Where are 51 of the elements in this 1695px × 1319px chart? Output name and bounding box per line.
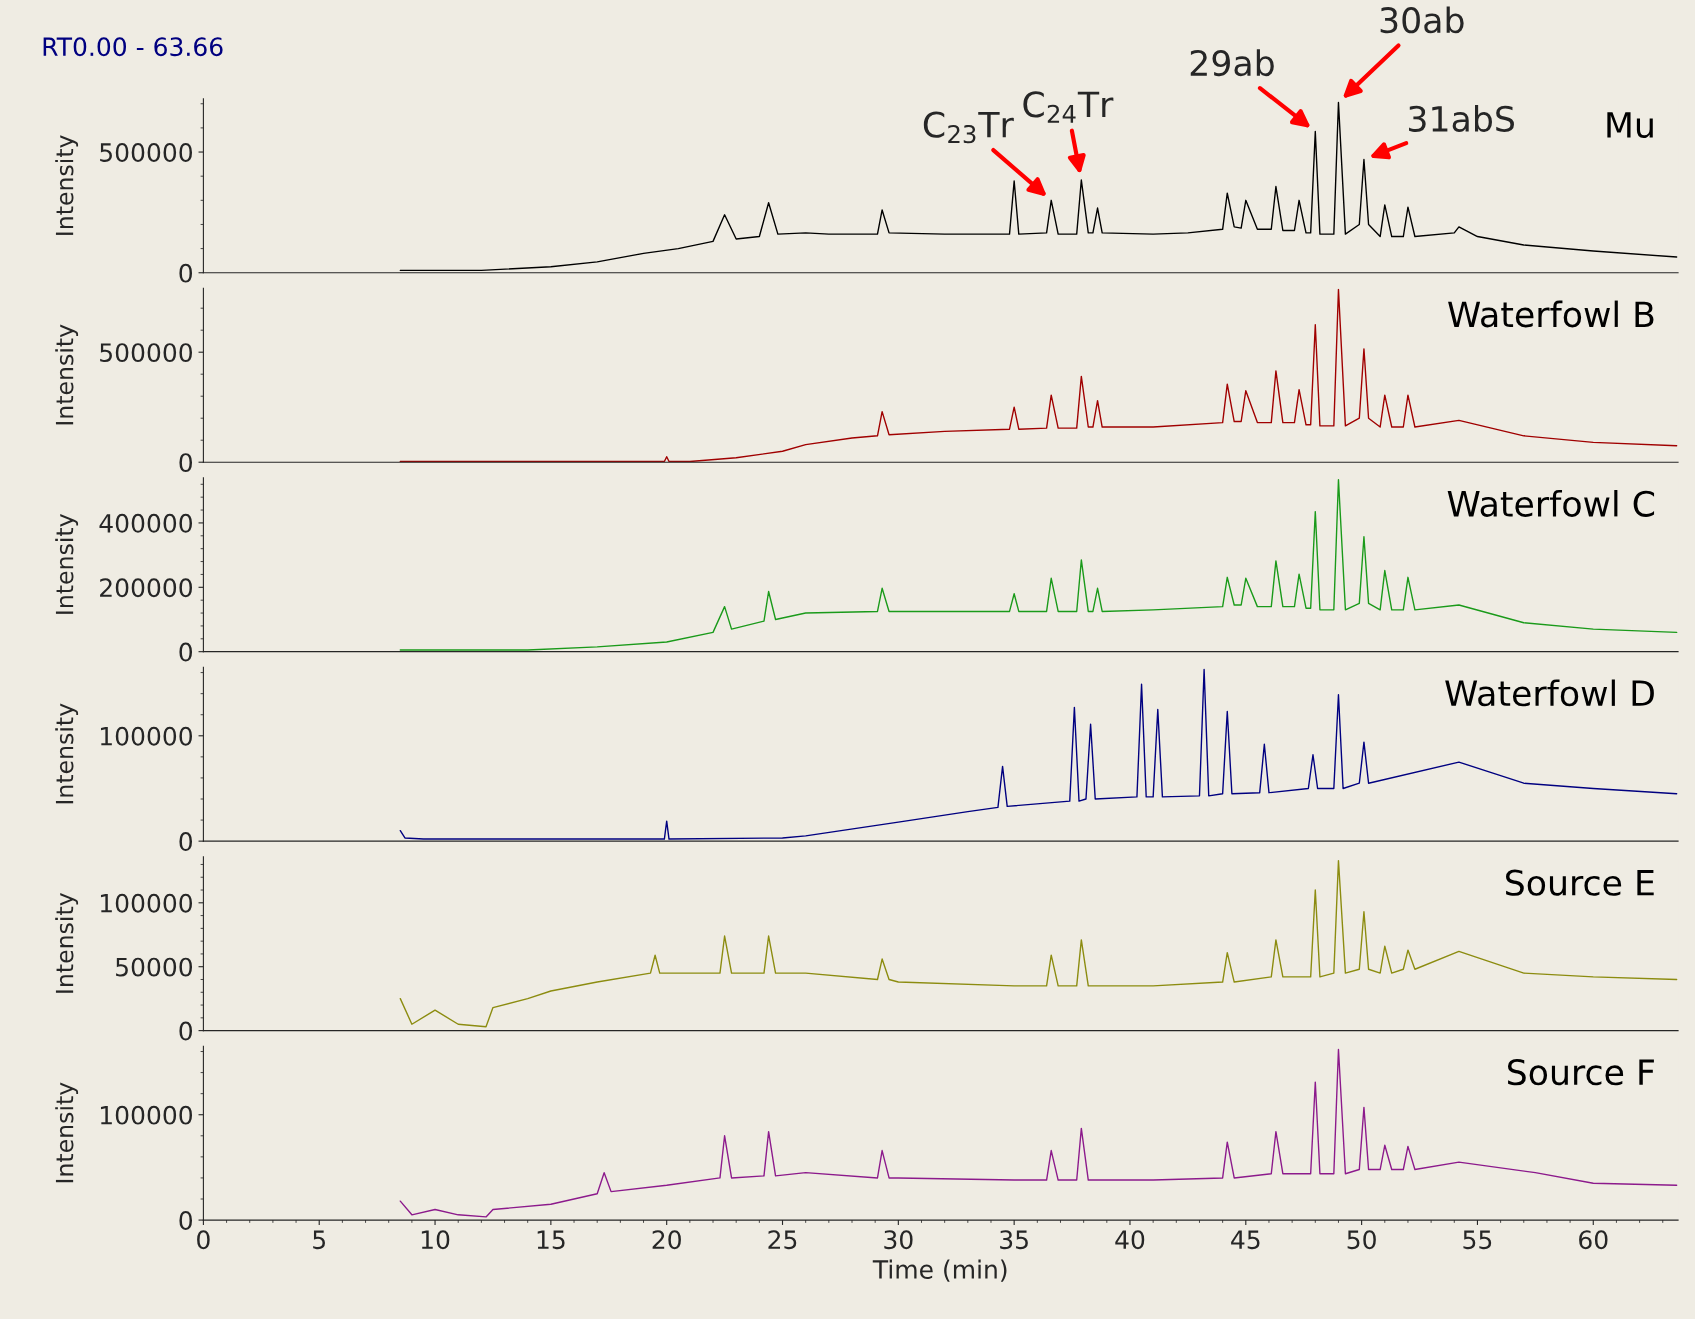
y-axis-title: Intensity bbox=[55, 324, 79, 425]
x-tick-label: 35 bbox=[1000, 1230, 1028, 1250]
y-axis-title: Intensity bbox=[55, 703, 79, 804]
text: Mu bbox=[1607, 112, 1653, 138]
text: Waterfowl B bbox=[1448, 300, 1654, 328]
y-axis-title: Intensity bbox=[55, 514, 79, 614]
y-tick-label: 500000 bbox=[100, 343, 193, 363]
y-tick-label: 400000 bbox=[99, 513, 193, 533]
x-tick-label: 50 bbox=[1347, 1230, 1376, 1250]
annotation: C$_{23}$Tr bbox=[923, 111, 1014, 144]
line-series bbox=[399, 479, 1678, 651]
x-tick-label: 25 bbox=[768, 1230, 797, 1250]
y-tick-label: 0 bbox=[179, 453, 193, 473]
y-tick-label: 0 bbox=[179, 1021, 193, 1041]
x-tick-label: 30 bbox=[884, 1230, 913, 1250]
y-tick-label: 50000 bbox=[116, 957, 193, 977]
series-label: Source E bbox=[1506, 869, 1654, 896]
x-tick-label: 60 bbox=[1579, 1230, 1608, 1250]
chart-title: RT0.00 - 63.66 bbox=[43, 37, 223, 57]
annotation: 30ab bbox=[1380, 6, 1464, 34]
y-tick-label: 200000 bbox=[100, 578, 193, 598]
x-tick-label: 0 bbox=[197, 1230, 210, 1250]
series-label: Waterfowl D bbox=[1445, 679, 1654, 707]
x-axis-title: Time (min) bbox=[872, 1259, 1007, 1282]
line-series bbox=[399, 288, 1678, 463]
annotation: 31abS bbox=[1409, 105, 1514, 132]
y-tick-label: 0 bbox=[179, 642, 193, 662]
x-tick-label: 15 bbox=[537, 1230, 565, 1250]
y-tick-label: 100000 bbox=[100, 1105, 193, 1125]
line-series bbox=[399, 1048, 1678, 1218]
y-tick-label: 100000 bbox=[100, 893, 193, 913]
y-tick-label: 0 bbox=[179, 832, 193, 851]
y-tick-label: 0 bbox=[179, 1211, 193, 1230]
x-tick-label: 45 bbox=[1231, 1230, 1260, 1250]
y-axis-title: Intensity bbox=[55, 135, 79, 235]
annotation: C$_{24}$Tr bbox=[1023, 91, 1114, 123]
x-tick-label: 40 bbox=[1115, 1230, 1145, 1250]
y-axis-title: Intensity bbox=[55, 1082, 79, 1183]
y-axis-title: Intensity bbox=[55, 893, 79, 993]
line-series bbox=[399, 859, 1678, 1028]
text: Waterfowl C bbox=[1447, 490, 1655, 517]
y-tick-label: 0 bbox=[179, 263, 193, 283]
line-series bbox=[399, 668, 1678, 840]
y-tick-label: 100000 bbox=[100, 726, 193, 746]
x-tick-label: 10 bbox=[421, 1230, 450, 1250]
text: Source F bbox=[1507, 1059, 1654, 1086]
annotation: 29ab bbox=[1190, 49, 1274, 77]
x-tick-label: 5 bbox=[313, 1230, 325, 1250]
x-tick-label: 20 bbox=[652, 1230, 681, 1250]
y-tick-label: 500000 bbox=[100, 142, 193, 162]
x-tick-label: 55 bbox=[1463, 1230, 1492, 1250]
